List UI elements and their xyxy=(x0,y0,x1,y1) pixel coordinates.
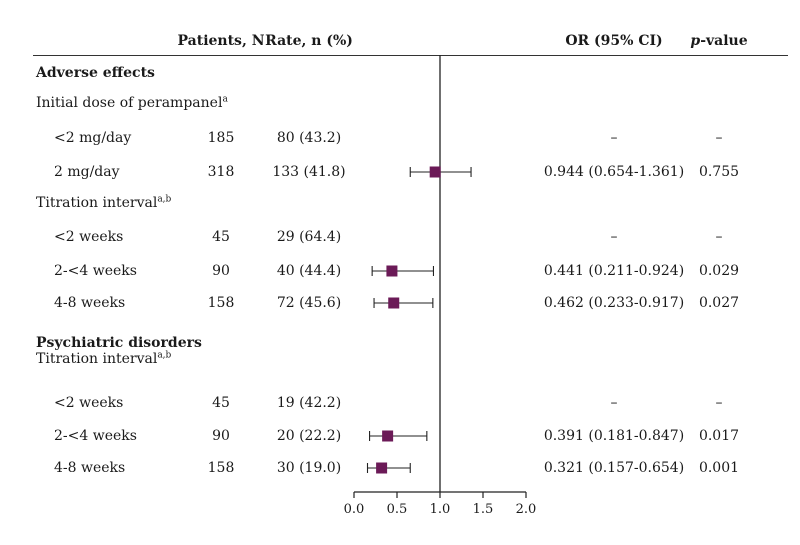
or-cell: – xyxy=(610,130,618,146)
header-p-rest: -value xyxy=(700,33,748,49)
or-cell: 0.462 (0.233-0.917) xyxy=(543,295,685,311)
or-cell: – xyxy=(610,395,618,411)
rate-cell: 30 (19.0) xyxy=(276,460,342,476)
section-heading: Adverse effects xyxy=(36,65,155,81)
p-value-cell: 0.027 xyxy=(698,295,740,311)
footnote-marker: a,b xyxy=(157,350,172,361)
p-value-cell: 0.001 xyxy=(698,460,740,476)
row-label: <2 weeks xyxy=(54,395,124,411)
p-value-cell: 0.755 xyxy=(698,164,740,180)
patients-cell: 45 xyxy=(212,395,230,411)
header-p-italic: p xyxy=(690,33,701,49)
patients-cell: 318 xyxy=(207,164,235,180)
x-tick-label: 1.0 xyxy=(430,502,451,517)
or-point-marker xyxy=(388,297,400,309)
or-cell: 0.391 (0.181-0.847) xyxy=(543,428,685,444)
patients-cell: 45 xyxy=(212,229,230,245)
header-patients: Patients, N xyxy=(177,33,265,49)
rate-cell: 133 (41.8) xyxy=(272,164,346,180)
row-label: 4-8 weeks xyxy=(54,295,126,311)
subgroup-label: Titration intervala,b xyxy=(36,194,172,211)
row-label: <2 weeks xyxy=(54,229,124,245)
rate-cell: 20 (22.2) xyxy=(276,428,342,444)
section-heading: Psychiatric disorders xyxy=(36,335,202,351)
header-p-value: p-value xyxy=(690,33,747,49)
p-value-cell: – xyxy=(715,229,723,245)
header-or: OR (95% CI) xyxy=(565,33,663,49)
rate-cell: 40 (44.4) xyxy=(276,263,342,279)
p-value-cell: – xyxy=(715,395,723,411)
patients-cell: 158 xyxy=(207,460,235,476)
rate-cell: 80 (43.2) xyxy=(276,130,342,146)
patients-cell: 158 xyxy=(207,295,235,311)
row-label: <2 mg/day xyxy=(54,130,132,146)
or-cell: 0.944 (0.654-1.361) xyxy=(543,164,685,180)
patients-cell: 90 xyxy=(212,428,230,444)
or-cell: 0.321 (0.157-0.654) xyxy=(543,460,685,476)
or-point-marker xyxy=(376,462,388,474)
header-rule xyxy=(33,55,788,56)
footnote-marker: a xyxy=(222,94,228,105)
rate-cell: 29 (64.4) xyxy=(276,229,342,245)
row-label: 2-<4 weeks xyxy=(54,263,137,279)
x-tick-label: 1.5 xyxy=(473,502,494,517)
patients-cell: 185 xyxy=(207,130,235,146)
patients-cell: 90 xyxy=(212,263,230,279)
row-label: 4-8 weeks xyxy=(54,460,126,476)
rate-cell: 19 (42.2) xyxy=(276,395,342,411)
or-point-marker xyxy=(382,430,394,442)
or-point-marker xyxy=(386,265,398,277)
x-tick-label: 2.0 xyxy=(516,502,537,517)
footnote-marker: a,b xyxy=(157,194,172,205)
or-cell: 0.441 (0.211-0.924) xyxy=(543,263,685,279)
or-point-marker xyxy=(429,166,441,178)
p-value-cell: 0.017 xyxy=(698,428,740,444)
subgroup-label: Titration intervala,b xyxy=(36,350,172,367)
p-value-cell: 0.029 xyxy=(698,263,740,279)
rate-cell: 72 (45.6) xyxy=(276,295,342,311)
x-tick-label: 0.0 xyxy=(344,502,365,517)
header-rate: Rate, n (%) xyxy=(265,33,353,49)
p-value-cell: – xyxy=(715,130,723,146)
subgroup-label: Initial dose of perampanela xyxy=(36,94,228,111)
x-tick-label: 0.5 xyxy=(387,502,408,517)
or-cell: – xyxy=(610,229,618,245)
row-label: 2-<4 weeks xyxy=(54,428,137,444)
row-label: 2 mg/day xyxy=(54,164,120,180)
